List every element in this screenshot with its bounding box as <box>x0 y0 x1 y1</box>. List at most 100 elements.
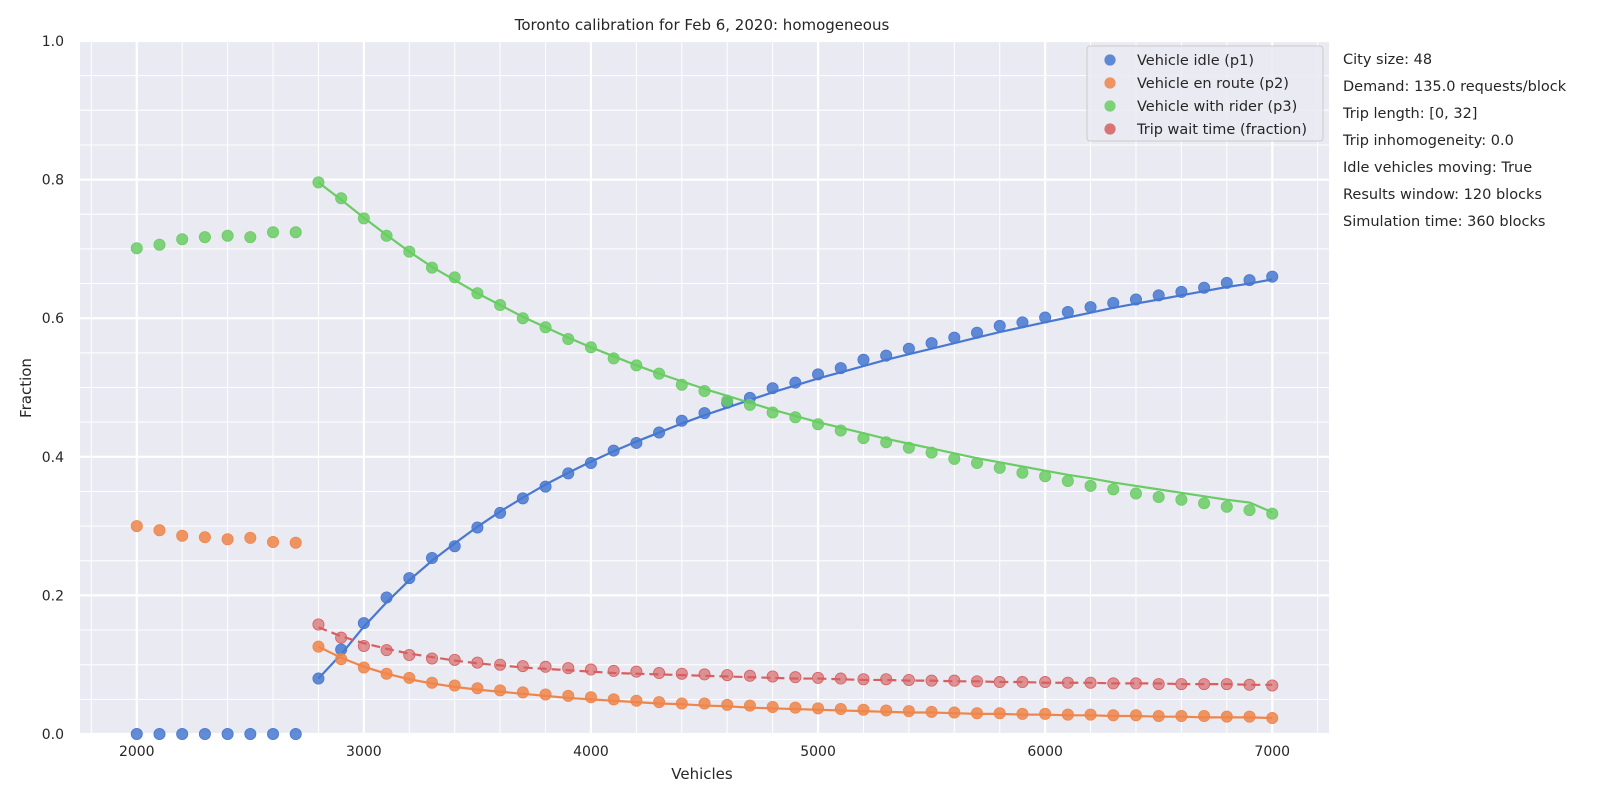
data-point-with-rider <box>516 312 529 325</box>
results-window-text: Results window: 120 blocks <box>1343 187 1542 203</box>
data-point-idle <box>448 540 461 553</box>
data-point-wait <box>1129 677 1142 690</box>
legend-label: Vehicle idle (p1) <box>1137 53 1254 69</box>
data-point-idle <box>357 617 370 630</box>
data-point-idle <box>562 467 575 480</box>
data-point-en-route <box>267 536 280 549</box>
data-point-en-route <box>993 707 1006 720</box>
data-point-en-route <box>607 693 620 706</box>
data-point-with-rider <box>1152 490 1165 503</box>
data-point-en-route <box>743 699 756 712</box>
data-point-en-route <box>630 694 643 707</box>
data-point-with-rider <box>1061 475 1074 488</box>
data-point-wait <box>925 674 938 687</box>
legend: Vehicle idle (p1) Vehicle en route (p2) Ve… <box>1086 45 1324 142</box>
data-point-wait <box>1152 678 1165 691</box>
y-tick-label: 0.2 <box>42 588 64 604</box>
data-point-idle <box>675 414 688 427</box>
data-point-idle <box>1016 316 1029 329</box>
data-point-with-rider <box>244 231 257 244</box>
data-point-with-rider <box>130 242 143 255</box>
data-point-en-route <box>1175 709 1188 722</box>
data-point-idle <box>244 728 257 741</box>
x-axis-label: Vehicles <box>671 765 733 783</box>
data-point-wait <box>675 667 688 680</box>
data-point-with-rider <box>902 441 915 454</box>
x-tick-label: 5000 <box>800 744 836 760</box>
legend-marker-wait <box>1104 123 1116 135</box>
data-point-idle <box>198 728 211 741</box>
data-point-idle <box>902 342 915 355</box>
data-point-idle <box>1220 276 1233 289</box>
data-point-idle <box>653 426 666 439</box>
data-point-idle <box>471 521 484 534</box>
data-point-en-route <box>448 679 461 692</box>
data-point-with-rider <box>630 359 643 372</box>
data-point-with-rider <box>857 432 870 445</box>
data-point-wait <box>812 671 825 684</box>
data-point-with-rider <box>471 287 484 300</box>
data-point-idle <box>948 331 961 344</box>
data-point-en-route <box>1129 709 1142 722</box>
data-point-wait <box>584 663 597 676</box>
data-point-idle <box>812 368 825 381</box>
idle-vehicles-moving-text: Idle vehicles moving: True <box>1343 160 1533 176</box>
data-point-wait <box>403 648 416 661</box>
data-point-idle <box>1129 293 1142 306</box>
data-point-wait <box>1061 676 1074 689</box>
data-point-idle <box>403 572 416 585</box>
data-point-idle <box>312 672 325 685</box>
data-point-wait <box>448 653 461 666</box>
data-point-en-route <box>1084 708 1097 721</box>
data-point-en-route <box>675 697 688 710</box>
data-point-wait <box>335 631 348 644</box>
data-point-en-route <box>289 536 302 549</box>
data-point-wait <box>562 662 575 675</box>
data-point-with-rider <box>335 192 348 205</box>
data-point-with-rider <box>153 238 166 251</box>
data-point-with-rider <box>925 446 938 459</box>
legend-frame <box>1086 45 1324 142</box>
data-point-en-route <box>1107 709 1120 722</box>
data-point-en-route <box>857 703 870 716</box>
data-point-wait <box>1039 676 1052 689</box>
data-point-idle <box>789 376 802 389</box>
data-point-idle <box>267 728 280 741</box>
data-point-with-rider <box>743 398 756 411</box>
x-tick-label: 2000 <box>119 744 155 760</box>
data-point-idle <box>698 407 711 420</box>
data-point-with-rider <box>993 461 1006 474</box>
data-point-wait <box>471 656 484 669</box>
data-point-wait <box>902 673 915 686</box>
data-point-en-route <box>902 705 915 718</box>
data-point-en-route <box>766 700 779 713</box>
simulation-info-panel: City size: 48 Demand: 135.0 requests/blo… <box>1343 50 1566 239</box>
data-point-idle <box>289 728 302 741</box>
data-point-en-route <box>698 697 711 710</box>
data-point-wait <box>789 671 802 684</box>
data-point-en-route <box>335 653 348 666</box>
data-point-wait <box>993 676 1006 689</box>
data-point-with-rider <box>380 229 393 242</box>
data-point-en-route <box>1061 708 1074 721</box>
data-point-en-route <box>562 689 575 702</box>
data-point-en-route <box>789 701 802 714</box>
x-tick-label: 6000 <box>1027 744 1063 760</box>
data-point-idle <box>1243 274 1256 287</box>
data-point-wait <box>1220 678 1233 691</box>
data-point-with-rider <box>698 384 711 397</box>
data-point-en-route <box>312 640 325 653</box>
data-point-idle <box>607 444 620 457</box>
data-point-idle <box>1107 296 1120 309</box>
data-point-with-rider <box>312 176 325 189</box>
data-point-with-rider <box>834 424 847 437</box>
legend-marker-with-rider <box>1104 100 1116 112</box>
data-point-wait <box>380 644 393 657</box>
data-point-wait <box>516 660 529 673</box>
data-point-en-route <box>925 705 938 718</box>
data-point-wait <box>948 674 961 687</box>
data-point-idle <box>971 326 984 339</box>
data-point-en-route <box>176 529 189 542</box>
data-point-wait <box>766 670 779 683</box>
